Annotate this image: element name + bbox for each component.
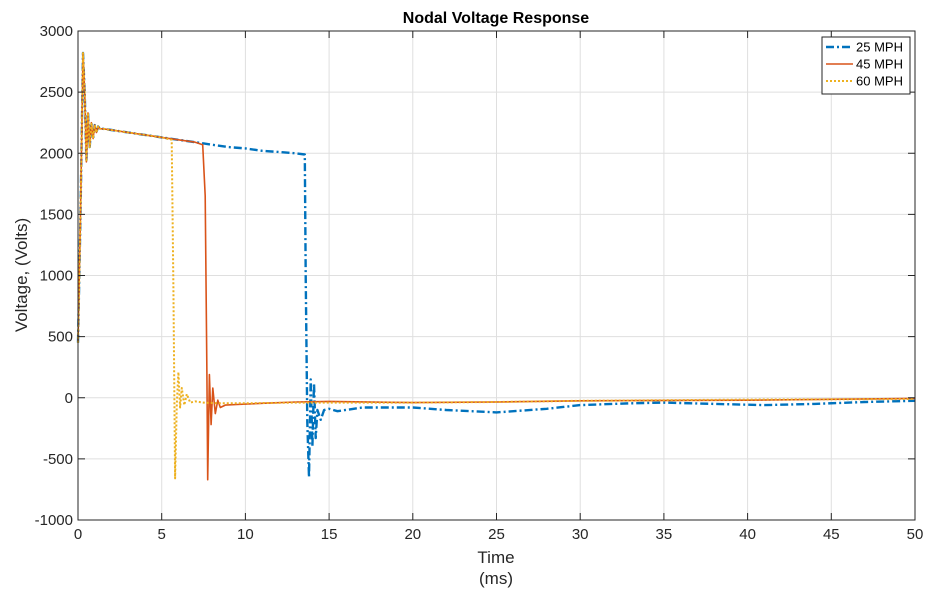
chart-title: Nodal Voltage Response xyxy=(403,10,590,27)
y-tick-label: 1500 xyxy=(40,206,73,223)
x-tick-label: 40 xyxy=(739,526,756,543)
y-tick-label: 2000 xyxy=(40,145,73,162)
grid xyxy=(78,31,915,520)
x-tick-label: 50 xyxy=(907,526,924,543)
x-axis-label: Time xyxy=(477,548,514,567)
legend: 25 MPH 45 MPH 60 MPH xyxy=(821,36,911,95)
x-tick-label: 0 xyxy=(74,526,82,543)
y-tick-label: -500 xyxy=(43,451,73,468)
y-tick-label: -1000 xyxy=(35,512,73,529)
x-tick-label: 35 xyxy=(656,526,673,543)
x-tick-label: 45 xyxy=(823,526,840,543)
legend-label: 45 MPH xyxy=(856,57,903,72)
legend-label: 60 MPH xyxy=(856,74,903,89)
y-tick-label: 500 xyxy=(48,329,73,346)
y-tick-label: 1000 xyxy=(40,268,73,285)
legend-entries: 25 MPH 45 MPH 60 MPH xyxy=(826,40,903,89)
legend-label: 25 MPH xyxy=(856,40,903,55)
x-tick-label: 15 xyxy=(321,526,338,543)
y-axis-label: Voltage, (Volts) xyxy=(12,218,31,332)
y-tick-label: 2500 xyxy=(40,84,73,101)
legend-box xyxy=(821,36,911,95)
x-axis-unit-label: (ms) xyxy=(479,569,513,588)
x-tick-label: 10 xyxy=(237,526,254,543)
y-tick-labels: -1000 -500 0 500 1000 1500 2000 2500 3000 xyxy=(35,23,73,529)
x-tick-label: 25 xyxy=(488,526,505,543)
x-tick-labels: 0 5 10 15 20 25 30 35 40 45 50 xyxy=(74,526,924,543)
y-tick-label: 0 xyxy=(65,390,73,407)
x-tick-label: 20 xyxy=(404,526,421,543)
series-lines xyxy=(76,51,916,481)
series-line-60-mph xyxy=(77,52,916,480)
x-tick-label: 30 xyxy=(572,526,589,543)
y-tick-label: 3000 xyxy=(40,23,73,40)
ticks xyxy=(77,30,916,521)
x-tick-label: 5 xyxy=(158,526,166,543)
